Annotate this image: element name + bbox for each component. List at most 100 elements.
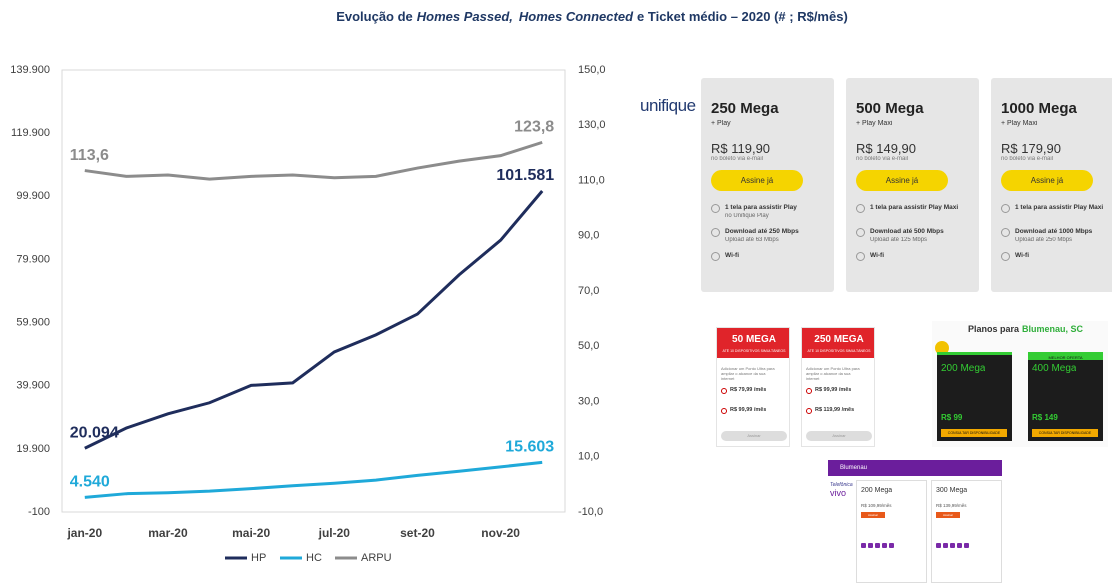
offer-button[interactable]: Assinar <box>721 431 787 441</box>
y-tick-label: 110,0 <box>578 174 605 186</box>
offer-price: R$ 139,99/mês <box>936 503 967 508</box>
offer-name: 300 Mega <box>936 487 968 494</box>
feature-detail: no Unifique Play <box>725 213 769 219</box>
y-tick-label: 10,0 <box>578 451 599 463</box>
plan-sub: + Play Maxi <box>1001 120 1038 127</box>
plan-name: 1000 Mega <box>1001 100 1077 117</box>
brand-name: Telefônica <box>830 482 853 488</box>
title-city: Blumenau, SC <box>1022 324 1084 334</box>
offer-sub: ATÉ 10 DISPOSITIVOS SIMULTÂNEOS <box>722 349 786 353</box>
offer-card: 200 Mega R$ 99 CONSULTAR DISPONIBILIDADE <box>937 352 1012 441</box>
legend-label: HP <box>251 552 266 564</box>
y-tick-label: 150,0 <box>578 64 606 76</box>
brand-icon <box>935 341 949 355</box>
app-icon <box>964 543 969 548</box>
x-tick-label: set-20 <box>400 526 435 540</box>
y-tick-label: 39.900 <box>16 380 50 392</box>
offer-panel: Blumenau Telefônica vivo 200 Mega R$ 109,99/… <box>828 460 1002 583</box>
offer-card: 200 Mega R$ 109,99/mês Assinar <box>856 480 927 583</box>
feature-icon <box>1001 204 1010 213</box>
plan-card: 500 Mega + Play Maxi R$ 149,90 no boleto vi… <box>846 78 979 292</box>
subscribe-button[interactable]: Assine já <box>1001 170 1093 191</box>
panel-title: Planos para Blumenau, SC <box>968 324 1083 334</box>
y-tick-label: 19.900 <box>16 443 50 455</box>
chart-title: Evolução de Homes Passed, Homes Connected e… <box>336 9 848 24</box>
feature-title: Wi-fi <box>725 252 740 259</box>
plan-sub: + Play Maxi <box>856 120 893 127</box>
plan-name: 500 Mega <box>856 100 924 117</box>
feature-icon <box>711 204 720 213</box>
feature-title: Download até 500 Mbps <box>870 228 944 235</box>
offer-header <box>717 328 789 358</box>
plan-price: R$ 119,90 <box>711 141 771 156</box>
title-part: Homes Connected <box>519 9 634 24</box>
feature-title: 1 tela para assistir Play <box>725 204 797 211</box>
data-label: 113,6 <box>70 147 109 164</box>
plan-card: 1000 Mega + Play Maxi R$ 179,90 no boleto v… <box>991 78 1112 292</box>
option-radio <box>806 388 812 394</box>
app-icon <box>957 543 962 548</box>
feature-icon <box>711 252 720 261</box>
offer-panel: Planos para Blumenau, SC 200 Mega R$ 99 CONS… <box>932 321 1108 447</box>
data-label: 4.540 <box>70 474 110 491</box>
offer-button[interactable]: Assinar <box>936 512 960 518</box>
y-tick-label: 59.900 <box>16 316 50 328</box>
offer-name: 50 MEGA <box>732 334 776 345</box>
option-price: R$ 119,99 /mês <box>815 407 855 413</box>
app-icon <box>943 543 948 548</box>
plan-card: 250 Mega + Play R$ 119,90 no boleto via e-m… <box>701 78 834 292</box>
title-part: Homes Passed, <box>417 9 513 24</box>
x-tick-label: jan-20 <box>66 526 102 540</box>
offer-intro: Adicionar um Ponto Ultra para ampliar o … <box>806 366 860 381</box>
offer-button[interactable]: CONSULTAR DISPONIBILIDADE <box>941 429 1007 437</box>
app-icon <box>861 543 866 548</box>
offer-price: R$ 109,99/mês <box>861 503 892 508</box>
plan-sub: + Play <box>711 120 731 127</box>
offer-name: 250 MEGA <box>814 334 864 345</box>
plan-note: no boleto via e-mail <box>1001 156 1054 162</box>
offer-price: R$ 99 <box>941 413 963 422</box>
feature-title: Wi-fi <box>870 252 885 259</box>
y-tick-label: 99.900 <box>16 190 50 202</box>
option-radio <box>806 408 812 414</box>
offer-card: 50 MEGA ATÉ 10 DISPOSITIVOS SIMULTÂNEOS Ad… <box>716 327 790 447</box>
offer-badge: MELHOR OFERTA <box>1028 355 1103 360</box>
title-text: Planos para <box>968 324 1020 334</box>
offer-price: R$ 149 <box>1032 413 1058 422</box>
feature-title: 1 tela para assistir Play Maxi <box>1015 204 1104 211</box>
offer-card: 300 Mega R$ 139,99/mês Assinar <box>931 480 1002 583</box>
feature-icon <box>856 252 865 261</box>
search-bar: Blumenau <box>828 460 1002 476</box>
x-tick-label: nov-20 <box>481 526 520 540</box>
offer-button[interactable]: Assinar <box>861 512 885 518</box>
offer-intro: Adicionar um Ponto Ultra para ampliar o … <box>721 366 775 381</box>
offer-name: 200 Mega <box>941 363 986 374</box>
feature-title: Download até 1000 Mbps <box>1015 228 1093 235</box>
app-icon <box>875 543 880 548</box>
option-radio <box>721 388 727 394</box>
plan-price: R$ 149,90 <box>856 141 916 156</box>
legend-label: HC <box>306 552 322 564</box>
feature-detail: Upload até 63 Mbps <box>725 237 779 243</box>
option-price: R$ 79,99 /mês <box>730 387 767 393</box>
data-label: 15.603 <box>505 439 554 456</box>
y-tick-label: 130,0 <box>578 119 606 131</box>
offer-button[interactable]: CONSULTAR DISPONIBILIDADE <box>1032 429 1098 437</box>
y-tick-label: 139.900 <box>10 64 50 76</box>
y-tick-label: 90,0 <box>578 230 599 242</box>
feature-detail: Upload até 250 Mbps <box>1015 237 1073 243</box>
subscribe-button[interactable]: Assine já <box>856 170 948 191</box>
data-label: 123,8 <box>514 119 554 136</box>
plot-frame <box>61 69 566 513</box>
offer-name: 400 Mega <box>1032 363 1077 374</box>
x-tick-label: jul-20 <box>318 526 351 540</box>
subscribe-button[interactable]: Assine já <box>711 170 803 191</box>
offer-button[interactable]: Assinar <box>806 431 872 441</box>
y-tick-label: 70,0 <box>578 285 599 297</box>
y-tick-label: 119.900 <box>11 127 50 139</box>
feature-icon <box>856 204 865 213</box>
option-radio <box>721 408 727 414</box>
title-part: Evolução de <box>336 9 413 24</box>
y-tick-label: -100 <box>28 506 50 518</box>
